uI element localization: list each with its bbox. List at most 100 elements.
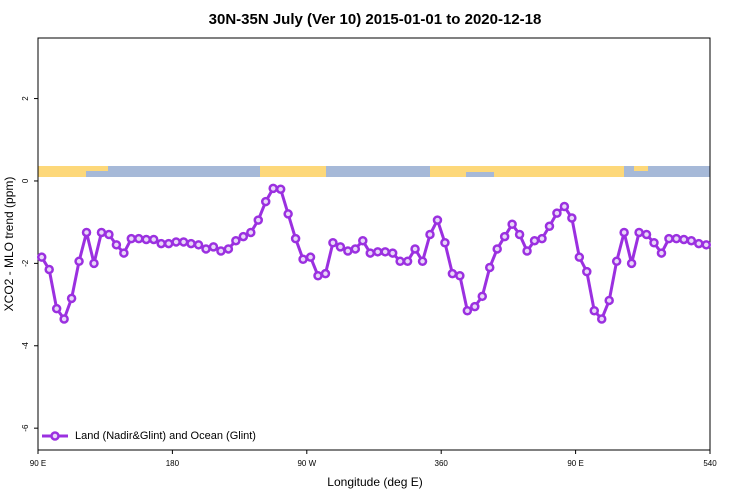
data-point [126, 233, 137, 244]
x-axis-label: Longitude (deg E) [327, 475, 422, 489]
x-tick-label: 360 [435, 459, 449, 468]
data-point [246, 227, 256, 238]
land-mask [38, 166, 710, 177]
data-point [470, 301, 480, 312]
data-point [178, 237, 189, 247]
data-point [260, 196, 271, 207]
data-point [36, 252, 47, 262]
y-tick-label: 0 [21, 178, 30, 183]
data-point [679, 234, 689, 245]
data-point [313, 270, 323, 281]
land-band [466, 166, 494, 172]
data-point [656, 248, 667, 258]
data-point [268, 183, 278, 194]
ocean-band [38, 166, 710, 177]
x-tick-label: 540 [703, 459, 717, 468]
data-point [96, 227, 107, 238]
data-point [410, 244, 420, 254]
data-point [402, 256, 413, 267]
y-tick-label: 2 [21, 96, 30, 101]
land-band [86, 166, 108, 171]
data-point [283, 209, 293, 219]
data-point [44, 264, 54, 275]
data-point [111, 240, 122, 250]
data-point [119, 248, 129, 258]
x-tick-label: 90 E [30, 459, 46, 468]
data-point [462, 305, 473, 316]
data-point [507, 219, 517, 229]
data-point [604, 295, 614, 306]
data-point [664, 233, 674, 244]
data-point [275, 184, 286, 194]
land-band [260, 166, 326, 177]
data-point [514, 229, 525, 240]
data-point [350, 244, 361, 254]
data-point [440, 238, 450, 248]
y-tick-label: -6 [21, 424, 30, 432]
data-point [574, 252, 585, 262]
data-point [671, 233, 682, 244]
data-point [216, 246, 226, 256]
y-axis-label: XCO2 - MLO trend (ppm) [2, 177, 16, 312]
data-point [522, 246, 532, 256]
data-point [380, 247, 390, 257]
land-band [634, 166, 648, 171]
y-tick-label: -4 [21, 342, 30, 350]
data-point [567, 213, 577, 223]
data-point [641, 229, 652, 240]
data-point [328, 238, 338, 248]
data-point [626, 258, 637, 269]
data-point [320, 268, 331, 279]
chart-title: 30N-35N July (Ver 10) 2015-01-01 to 2020… [209, 11, 542, 28]
data-point [208, 242, 219, 252]
y-tick-label: -2 [21, 259, 30, 267]
data-point [343, 246, 353, 256]
data-point [537, 233, 547, 244]
data-point [596, 314, 607, 324]
data-point [611, 256, 622, 267]
data-point [492, 244, 502, 254]
data-point [589, 305, 600, 316]
data-point [238, 231, 249, 242]
data-point [141, 234, 152, 245]
data-point [619, 227, 629, 238]
data-point [455, 270, 465, 281]
x-tick-label: 90 W [297, 459, 316, 468]
land-band [494, 166, 624, 177]
data-point [305, 252, 316, 262]
data-point [186, 238, 196, 249]
x-tick-label: 90 E [567, 459, 583, 468]
data-point [559, 201, 570, 212]
data-point [59, 314, 69, 324]
data-point [134, 233, 144, 244]
data-point [365, 248, 376, 258]
data-point [358, 235, 368, 246]
data-point [74, 256, 84, 267]
data-point [89, 258, 99, 269]
data-point [193, 240, 204, 250]
data-point [552, 208, 562, 218]
plot-frame [37, 37, 711, 451]
legend-marker [50, 431, 60, 441]
data-point [335, 242, 346, 252]
data-point [701, 240, 712, 250]
data-point [499, 231, 510, 242]
legend-entry: Land (Nadir&Glint) and Ocean (Glint) [42, 430, 256, 442]
data-point [686, 235, 697, 246]
data-point [634, 227, 644, 238]
data-point [544, 221, 555, 232]
data-point [694, 238, 704, 249]
data-point [253, 215, 264, 225]
data-point [148, 234, 159, 245]
data-point [484, 262, 495, 273]
data-point [104, 229, 114, 240]
data-point [298, 254, 308, 264]
data-point [201, 244, 211, 254]
data-point [66, 293, 77, 304]
data-point [425, 229, 435, 240]
land-band [430, 166, 466, 177]
data-point [81, 227, 92, 238]
data-point [163, 238, 174, 249]
x-tick-label: 180 [166, 459, 180, 468]
